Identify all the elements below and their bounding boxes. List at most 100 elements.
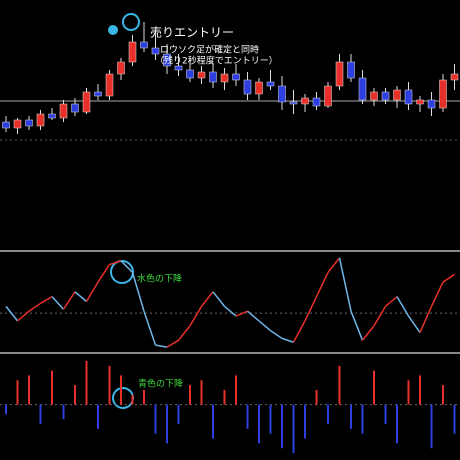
candle-body xyxy=(105,73,114,97)
annotation: 青色の下降 xyxy=(138,378,183,390)
candle-body xyxy=(312,97,321,107)
candle-body xyxy=(232,73,240,81)
annotation: 売りエントリー xyxy=(150,25,234,40)
line-segment xyxy=(5,305,19,322)
bar xyxy=(407,380,410,405)
line-segment xyxy=(224,305,237,317)
candle-body xyxy=(186,69,194,79)
bar xyxy=(85,360,88,405)
bar xyxy=(373,370,375,405)
candle-body xyxy=(117,61,125,75)
line-segment xyxy=(85,281,99,302)
line-segment xyxy=(120,260,134,273)
bar xyxy=(396,404,398,444)
candle-body xyxy=(335,61,344,87)
candle-body xyxy=(393,89,401,101)
candle-body xyxy=(48,113,56,119)
line-segment xyxy=(155,344,168,348)
line-segment xyxy=(51,296,65,310)
line-segment xyxy=(304,296,318,322)
line-segment xyxy=(177,325,191,341)
line-segment xyxy=(200,291,214,307)
bar xyxy=(51,370,53,405)
line-segment xyxy=(442,273,455,283)
line-segment xyxy=(292,320,306,343)
line-segment xyxy=(281,337,294,343)
line-segment xyxy=(350,310,364,341)
candle-body xyxy=(301,97,309,105)
line-segment xyxy=(109,260,122,266)
bar xyxy=(131,394,134,405)
bar xyxy=(338,365,341,405)
line-segment xyxy=(396,296,410,317)
bar xyxy=(108,365,111,405)
line-segment xyxy=(17,310,30,322)
bar xyxy=(5,404,7,415)
line-segment xyxy=(338,257,352,312)
bar xyxy=(361,404,364,434)
candle-body xyxy=(427,99,436,109)
candle-body xyxy=(13,119,22,129)
candle-body xyxy=(209,71,217,83)
bar xyxy=(419,375,421,405)
candle-body xyxy=(128,41,137,63)
bar xyxy=(223,390,226,405)
bar xyxy=(453,404,456,434)
candle-body xyxy=(220,73,229,83)
line-segment xyxy=(131,272,145,312)
candle-body xyxy=(404,89,413,105)
bar xyxy=(28,375,30,405)
candle-body xyxy=(163,53,171,67)
bar xyxy=(200,380,203,405)
candle-body xyxy=(71,103,79,113)
line-segment xyxy=(189,305,203,327)
bar xyxy=(258,404,260,444)
bar xyxy=(315,390,318,405)
candle-body xyxy=(151,47,160,55)
candle-body xyxy=(439,79,447,109)
line-segment xyxy=(28,302,41,312)
line-segment xyxy=(430,281,444,307)
candle-body xyxy=(94,91,102,97)
line-segment xyxy=(407,315,421,333)
candle-body xyxy=(25,119,33,127)
bar xyxy=(327,404,329,424)
line-segment xyxy=(258,320,271,332)
bar xyxy=(246,404,249,429)
note: ロウソク足が確定と同時 xyxy=(160,44,259,56)
entry-icon xyxy=(108,25,118,35)
bar xyxy=(212,404,214,439)
bar xyxy=(235,375,237,405)
bar xyxy=(143,390,145,405)
candle-body xyxy=(381,91,390,101)
line-segment xyxy=(40,296,53,305)
note: （残り2秒程度でエントリー） xyxy=(155,55,278,67)
candle-body xyxy=(324,85,332,107)
line-segment xyxy=(212,291,226,307)
candle-body xyxy=(347,61,355,79)
line-segment xyxy=(270,329,283,339)
bar xyxy=(62,404,65,420)
bar xyxy=(189,385,191,405)
line-segment xyxy=(361,325,375,341)
candle-body xyxy=(358,77,367,101)
bar xyxy=(177,404,180,424)
candle-body xyxy=(36,113,45,127)
bar xyxy=(281,404,283,449)
annotation: 水色の下降 xyxy=(137,273,182,285)
candle-body xyxy=(266,81,275,87)
bar xyxy=(120,375,122,405)
line-segment xyxy=(419,306,433,333)
line-segment xyxy=(97,264,111,283)
candle-body xyxy=(140,41,148,49)
bar xyxy=(16,380,19,405)
line-segment xyxy=(62,291,76,310)
line-segment xyxy=(143,310,157,346)
line-segment xyxy=(74,291,87,303)
line-segment xyxy=(166,339,179,348)
bar xyxy=(442,385,444,405)
candle-body xyxy=(416,99,424,105)
line-segment xyxy=(315,272,329,297)
